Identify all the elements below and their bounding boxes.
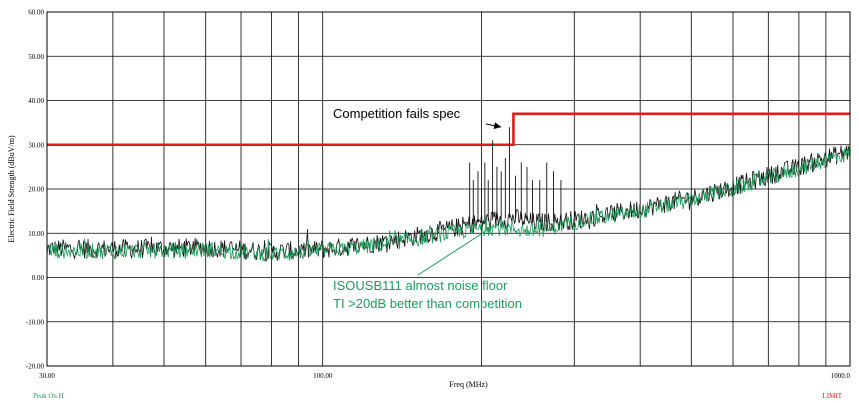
- legend-limit: LIMIT: [823, 392, 843, 400]
- x-tick-label: 1000.0: [831, 372, 851, 380]
- peak-on-h-trace: [46, 147, 851, 262]
- legend-peak-on-h: Peak On H: [33, 392, 64, 400]
- annotation-arrow-isousb111: [417, 226, 493, 276]
- annotation-arrow-competition-head: [493, 122, 502, 130]
- limit-line: [47, 112, 850, 147]
- annotation-competition-fails: Competition fails spec: [333, 106, 461, 121]
- annotation-layer: Competition fails spec ISOUSB111 almost n…: [333, 106, 522, 311]
- y-tick-label: -10.00: [26, 318, 45, 326]
- annotation-isousb111-line: TI >20dB better than competition: [333, 296, 522, 311]
- plot-frame: [46, 11, 851, 367]
- y-tick-label: 0.00: [32, 274, 45, 282]
- annotation-arrow-isousb111-head: [484, 226, 493, 234]
- y-tick-labels: 60.00 50.00 40.00 30.00 20.00 10.00 0.00 -10.00…: [26, 9, 45, 371]
- y-tick-label: 40.00: [28, 97, 44, 105]
- y-tick-label: 10.00: [28, 230, 44, 238]
- y-axis-title: Electric Field Strength (dBuV/m): [7, 135, 16, 243]
- x-tick-label: 30.00: [39, 372, 55, 380]
- x-tick-label: 100.00: [313, 372, 333, 380]
- series-layer: [46, 112, 851, 262]
- y-tick-label: 30.00: [28, 141, 44, 149]
- y-tick-label: 50.00: [28, 53, 44, 61]
- y-tick-label: -20.00: [26, 363, 45, 371]
- competition-trace: [46, 145, 851, 262]
- x-tick-labels: 30.00 100.00 1000.0: [39, 372, 850, 380]
- grid: [46, 11, 851, 367]
- y-tick-label: 20.00: [28, 186, 44, 194]
- annotation-isousb111-line: ISOUSB111 almost noise floor: [333, 278, 508, 293]
- y-tick-label: 60.00: [28, 9, 44, 17]
- x-axis-title: Freq (MHz): [449, 380, 488, 389]
